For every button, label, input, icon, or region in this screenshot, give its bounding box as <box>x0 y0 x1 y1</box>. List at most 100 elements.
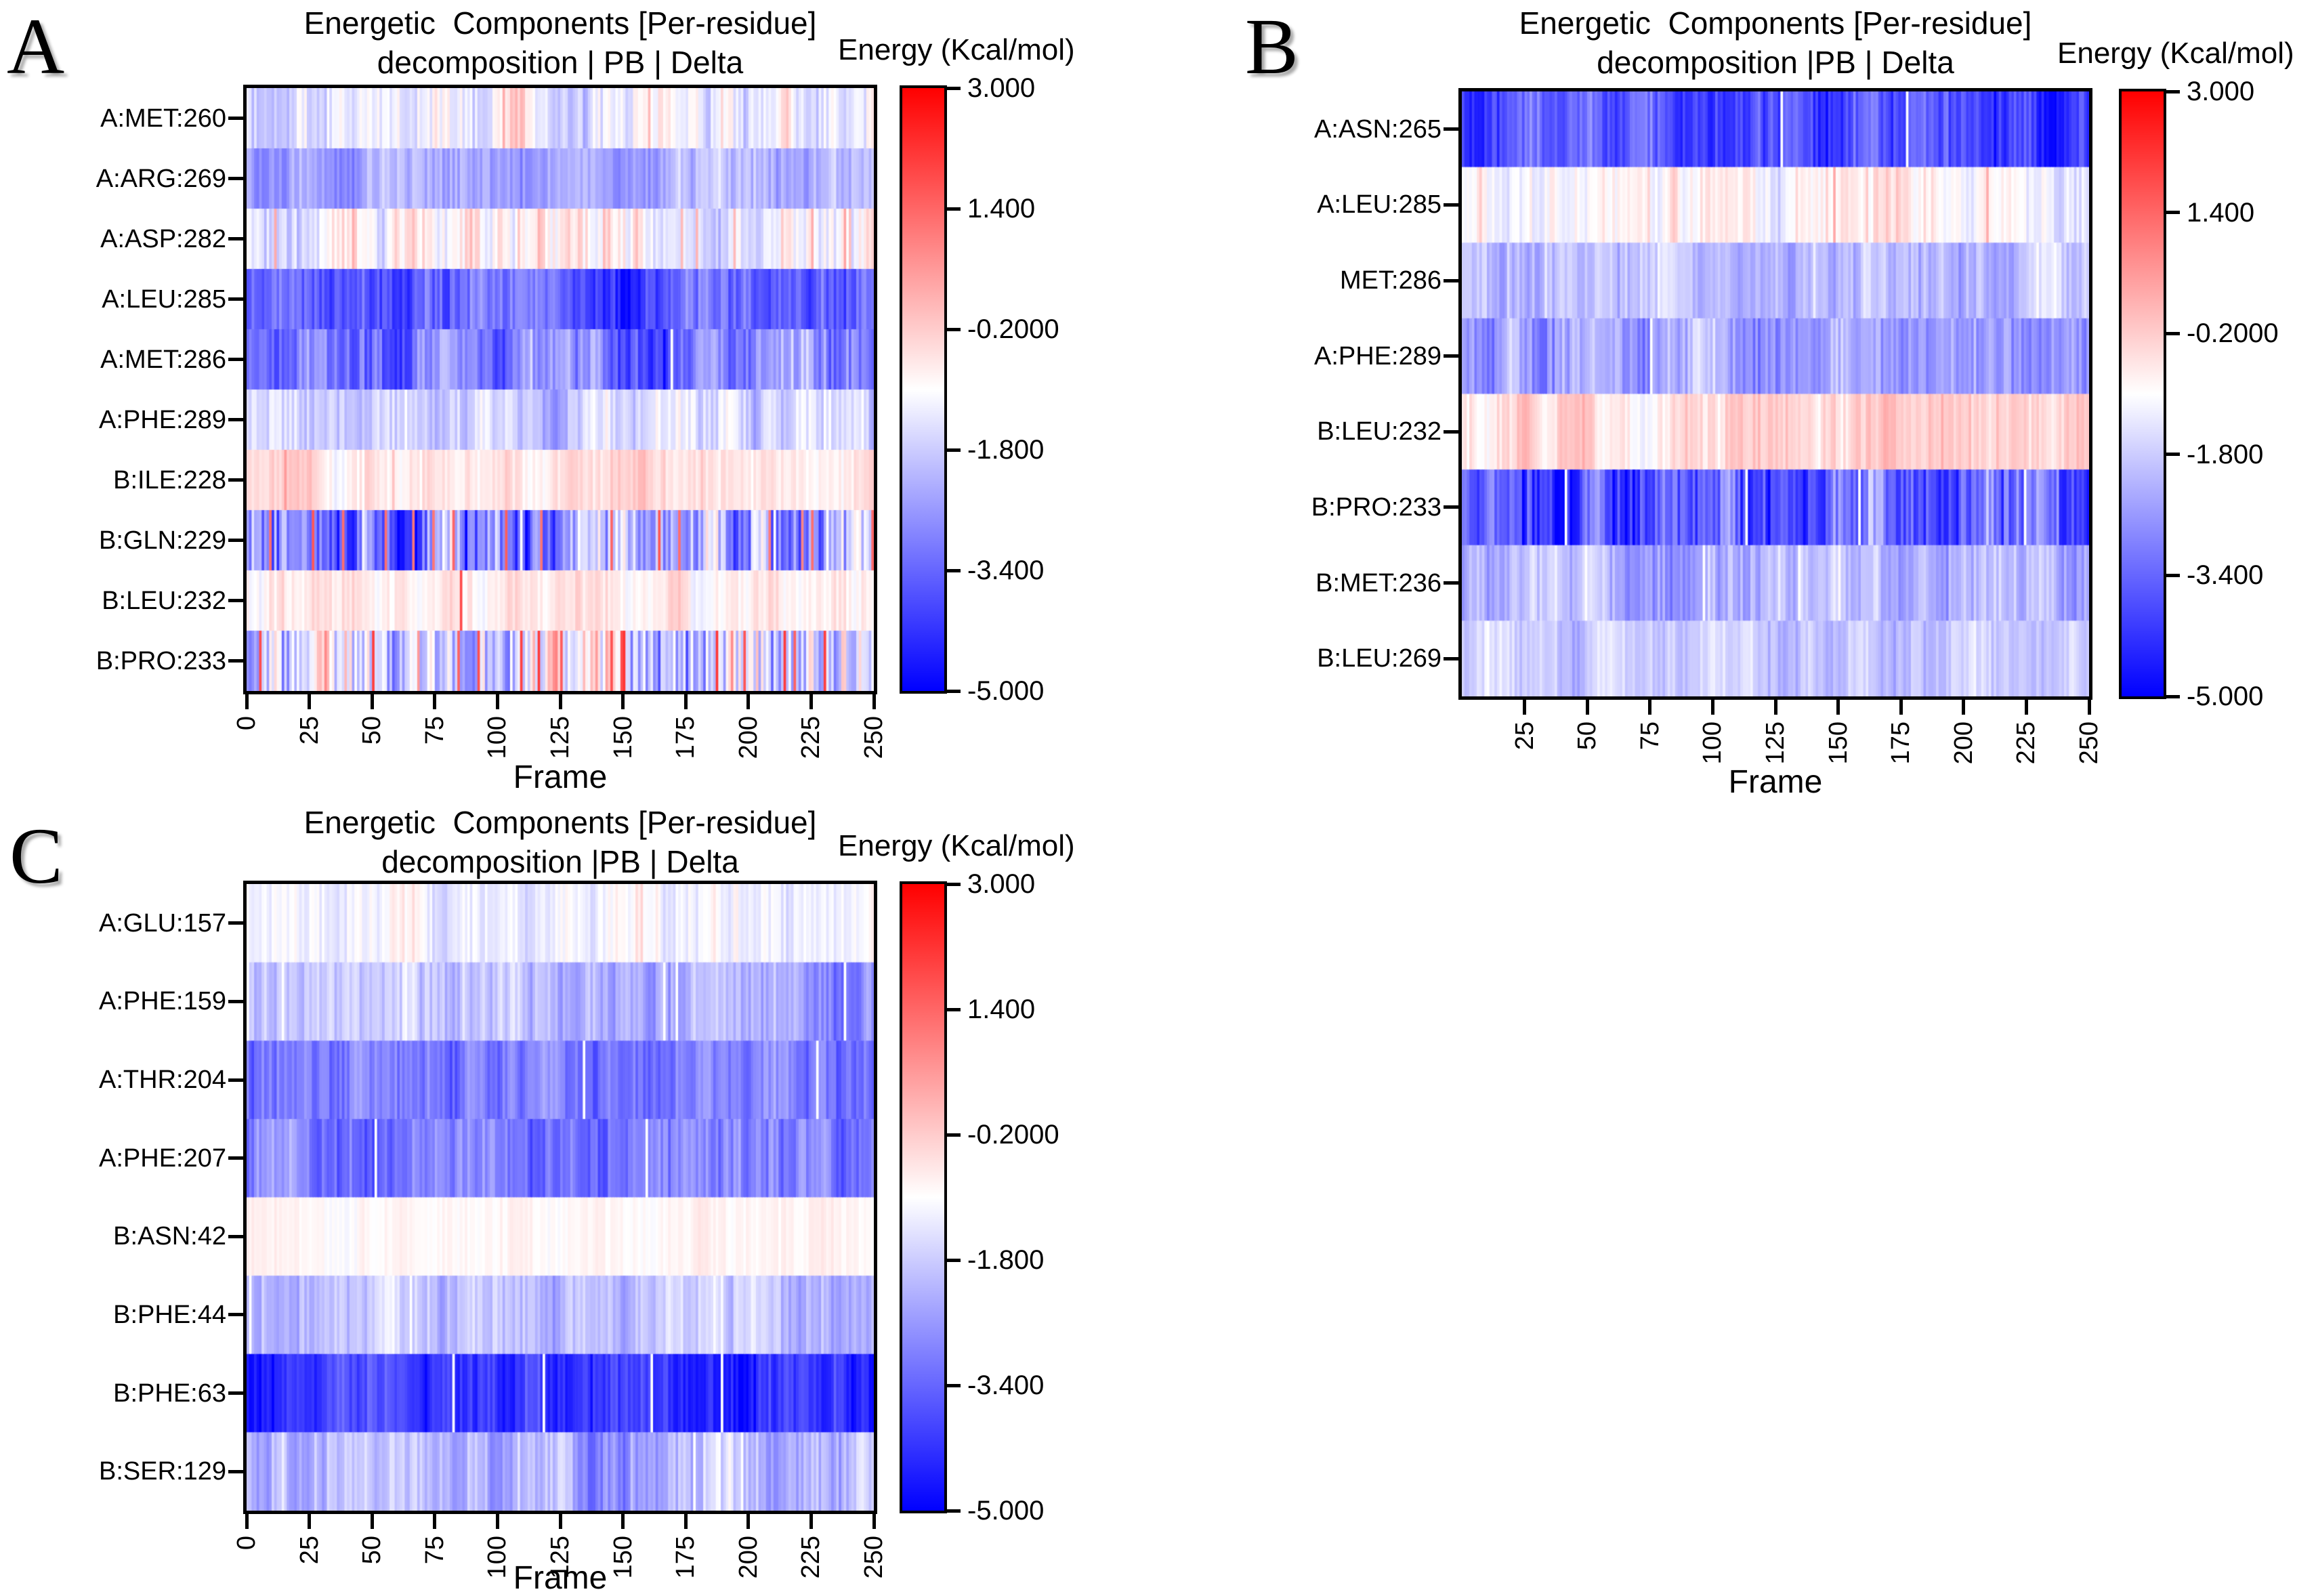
x-tick <box>683 1514 688 1529</box>
heatmap-frame-a <box>243 85 877 694</box>
colorbar-tick <box>947 568 961 572</box>
colorbar-tick <box>2166 694 2180 698</box>
y-axis-label: B:ILE:228 <box>113 465 226 495</box>
x-tick-label: 50 <box>358 716 387 745</box>
x-tick <box>1962 700 1966 715</box>
colorbar-title-a: Energy (Kcal/mol) <box>838 33 1075 66</box>
x-tick <box>746 694 751 709</box>
x-tick-label: 100 <box>483 716 512 759</box>
y-tick <box>1444 581 1458 585</box>
colorbar-tick-label: -5.000 <box>967 676 1045 706</box>
x-tick <box>872 694 876 709</box>
y-tick <box>228 478 243 482</box>
x-tick-label: 100 <box>1698 721 1727 765</box>
colorbar-tick <box>947 327 961 331</box>
x-tick <box>558 694 562 709</box>
panel-letter-b: B <box>1245 2 1299 91</box>
y-tick <box>1444 656 1458 660</box>
colorbar-tick <box>947 86 961 90</box>
colorbar-tick-label: -5.000 <box>2187 681 2264 711</box>
y-axis-label: A:MET:260 <box>100 104 226 133</box>
colorbar-a <box>900 85 947 694</box>
plot-title-b: Energetic Components [Per-residue] decom… <box>1519 5 2032 80</box>
heatmap-canvas-b <box>1462 91 2089 696</box>
x-tick <box>621 1514 625 1529</box>
x-axis-label-c: Frame <box>513 1560 608 1596</box>
colorbar-tick <box>947 1133 961 1137</box>
y-axis-label: A:ASN:265 <box>1314 114 1441 144</box>
x-tick <box>809 1514 813 1529</box>
colorbar-tick-label: 3.000 <box>967 73 1036 103</box>
x-tick-label: 175 <box>1887 721 1916 765</box>
x-tick <box>495 694 499 709</box>
x-tick-label: 150 <box>608 1536 637 1579</box>
x-tick <box>495 1514 499 1529</box>
x-tick-label: 250 <box>860 1536 888 1579</box>
heatmap-frame-c <box>243 881 877 1514</box>
x-tick-label: 225 <box>797 1536 826 1579</box>
heatmap-canvas-a <box>247 88 874 691</box>
y-axis-label: A:GLU:157 <box>99 908 226 938</box>
colorbar-gradient-a <box>902 88 944 691</box>
y-axis-label: A:THR:204 <box>99 1066 226 1095</box>
x-tick-label: 100 <box>483 1536 512 1579</box>
y-axis-label: B:PRO:233 <box>1311 492 1441 522</box>
x-tick <box>1899 700 1903 715</box>
colorbar-b <box>2119 89 2166 699</box>
y-tick <box>228 418 243 421</box>
x-tick-label: 25 <box>295 716 324 745</box>
x-tick-label: 150 <box>608 716 637 759</box>
x-tick-label: 125 <box>1761 721 1790 765</box>
colorbar-c <box>900 881 947 1513</box>
y-tick <box>228 599 243 602</box>
colorbar-tick-label: -0.2000 <box>2187 318 2279 349</box>
colorbar-tick-label: -1.800 <box>967 435 1045 465</box>
y-axis-label: B:SER:129 <box>99 1457 226 1486</box>
x-tick-label: 50 <box>1573 721 1602 751</box>
colorbar-gradient-b <box>2122 91 2164 696</box>
y-tick <box>228 539 243 542</box>
x-tick-label: 250 <box>860 716 888 759</box>
colorbar-tick <box>947 1007 961 1011</box>
y-tick <box>1444 429 1458 434</box>
y-axis-label: B:ASN:42 <box>113 1222 226 1251</box>
x-axis-label-b: Frame <box>1728 764 1823 800</box>
colorbar-tick <box>947 882 961 886</box>
y-axis-label: A:LEU:285 <box>102 285 226 314</box>
y-tick <box>228 1156 243 1160</box>
x-tick <box>746 1514 751 1529</box>
colorbar-tick <box>947 207 961 211</box>
y-axis-label: B:PRO:233 <box>96 646 226 675</box>
y-tick <box>1444 127 1458 131</box>
x-tick <box>1523 700 1527 715</box>
x-tick-label: 125 <box>546 1536 574 1579</box>
x-tick <box>2087 700 2091 715</box>
x-tick <box>370 694 374 709</box>
colorbar-title-c: Energy (Kcal/mol) <box>838 829 1075 862</box>
y-tick <box>228 1078 243 1082</box>
x-tick-label: 150 <box>1824 721 1853 765</box>
y-axis-label: A:ASP:282 <box>100 224 226 253</box>
y-axis-label: A:PHE:207 <box>99 1143 226 1173</box>
x-tick-label: 25 <box>295 1536 324 1565</box>
x-tick <box>1836 700 1840 715</box>
y-tick <box>228 237 243 240</box>
plot-title-a: Energetic Components [Per-residue] decom… <box>303 5 817 80</box>
y-axis-label: B:PHE:63 <box>113 1379 226 1408</box>
colorbar-tick <box>2166 89 2180 93</box>
y-axis-label: A:MET:286 <box>100 345 226 374</box>
colorbar-title-b: Energy (Kcal/mol) <box>2057 37 2294 70</box>
colorbar-tick-label: 1.400 <box>967 994 1036 1024</box>
colorbar-tick <box>947 1383 961 1387</box>
colorbar-tick <box>2166 211 2180 215</box>
colorbar-tick <box>2166 453 2180 457</box>
colorbar-tick-label: -5.000 <box>967 1496 1045 1526</box>
colorbar-tick-label: -0.2000 <box>967 314 1059 344</box>
panel-letter-a: A <box>7 2 65 91</box>
plot-title-c: Energetic Components [Per-residue] decom… <box>303 805 817 879</box>
x-tick <box>809 694 813 709</box>
